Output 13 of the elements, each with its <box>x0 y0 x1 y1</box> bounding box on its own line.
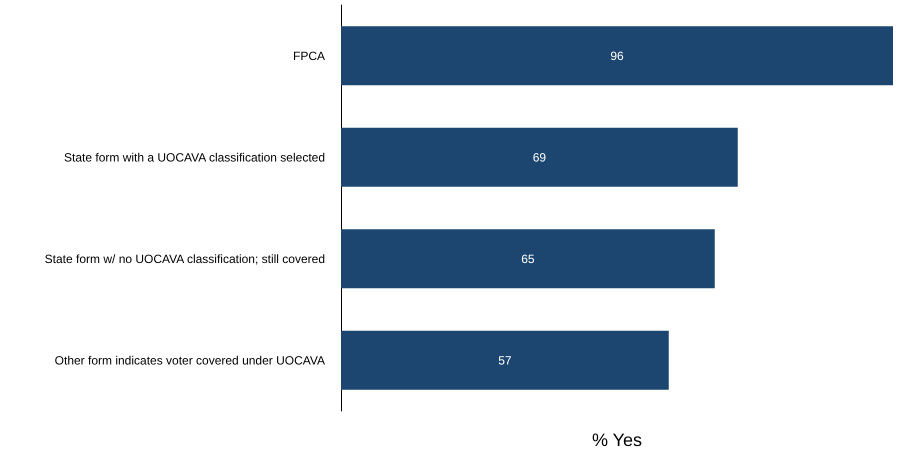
bar <box>341 26 893 86</box>
data-label: 65 <box>521 252 535 266</box>
data-label: 57 <box>498 353 512 368</box>
x-axis-title: % Yes <box>592 430 642 450</box>
y-tick-label: Other form indicates voter covered under UOCAVA <box>54 353 325 368</box>
data-label: 96 <box>610 48 624 63</box>
bar <box>341 128 738 187</box>
data-label: 69 <box>532 150 546 164</box>
y-tick-label: FPCA <box>292 48 325 63</box>
y-tick-label: State form with a UOCAVA classification selected <box>64 150 325 164</box>
y-tick-label: State form w/ no UOCAVA classification; still covered <box>44 252 325 266</box>
bar <box>341 229 715 288</box>
bar <box>341 330 669 390</box>
